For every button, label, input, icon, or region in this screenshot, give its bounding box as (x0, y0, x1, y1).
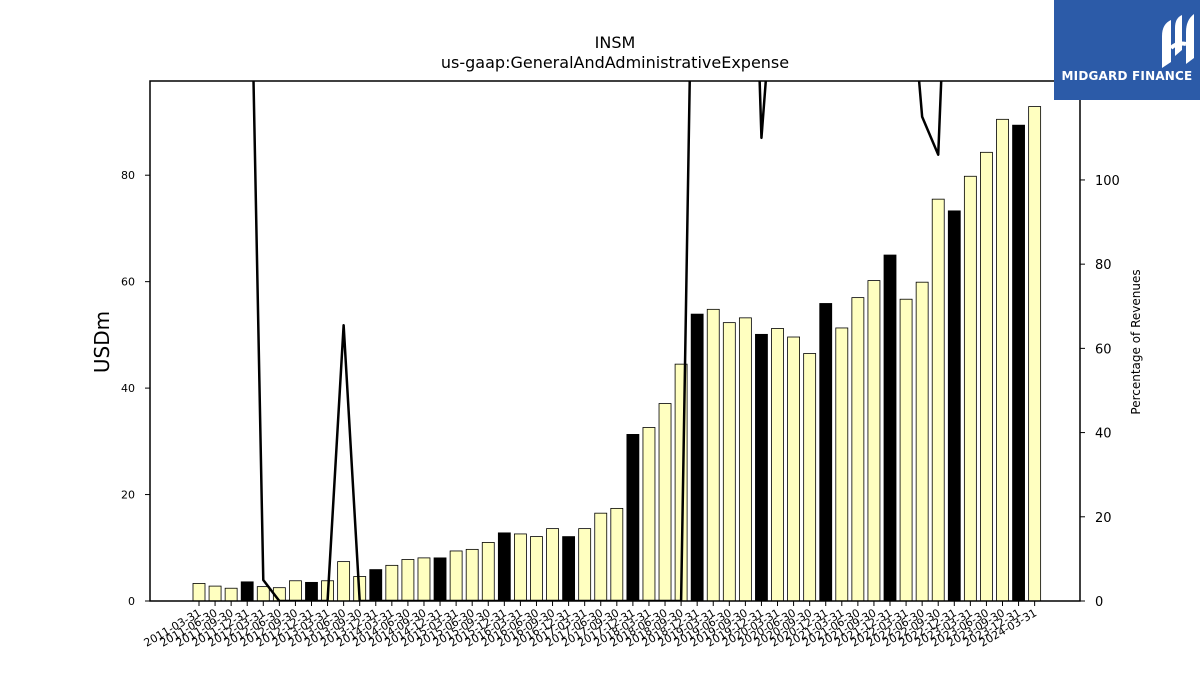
bar-2019-09-30 (738, 317, 752, 602)
ratio-line (252, 81, 943, 601)
bar-2022-09-30 (931, 198, 945, 602)
logo-text: MIDGARD FINANCE (1061, 69, 1193, 83)
bar-2011-06-30 (208, 585, 222, 602)
bar-2019-12-31 (755, 333, 768, 602)
y2-tick-label: 0 (1095, 595, 1103, 610)
bar-2017-12-31 (626, 434, 640, 602)
bar-2015-06-30 (465, 548, 479, 602)
bar-2014-03-31 (385, 564, 399, 602)
bar-2012-03-31 (256, 586, 270, 602)
plot-frame (149, 80, 1081, 602)
bars (192, 106, 1042, 602)
bar-2021-06-30 (851, 297, 865, 602)
bar-2014-09-30 (417, 557, 431, 602)
bar-2016-09-30 (546, 528, 559, 602)
y-tick-label: 60 (121, 276, 135, 289)
bar-2024-03-31 (1028, 106, 1042, 602)
bar-2011-09-30 (224, 587, 238, 602)
logo-mark-icon (1162, 14, 1194, 68)
bar-2015-09-30 (481, 542, 495, 602)
bar-2014-12-31 (433, 557, 447, 602)
bar-2023-03-31 (963, 175, 977, 602)
bar-2016-03-31 (514, 533, 527, 602)
bar-2019-06-30 (722, 322, 736, 602)
bar-2017-06-30 (594, 512, 608, 602)
midgard-finance-logo: MIDGARD FINANCE (1054, 0, 1200, 100)
y2-tick-label: 100 (1095, 174, 1120, 189)
chart-title: INSM (595, 33, 636, 52)
bar-2014-06-30 (401, 559, 415, 602)
bar-2013-06-30 (337, 561, 351, 602)
y-axis-label: USDm (90, 311, 114, 373)
ratio-line-layer (252, 81, 943, 601)
bar-2022-06-30 (915, 281, 929, 602)
x-axis: 2011-03-312011-06-302011-09-302011-12-31… (142, 601, 1039, 650)
bar-2023-12-31 (1012, 124, 1025, 602)
bar-2021-03-31 (835, 327, 849, 602)
y-tick-label: 20 (121, 489, 135, 502)
y2-tick-label: 40 (1095, 427, 1112, 442)
bar-2012-12-31 (305, 581, 318, 602)
bar-2016-06-30 (530, 536, 543, 602)
bar-2017-09-30 (610, 507, 624, 602)
bar-2020-09-30 (803, 353, 817, 602)
bar-2018-03-31 (642, 427, 656, 602)
bar-2021-09-30 (867, 280, 881, 602)
bar-2020-03-31 (771, 328, 784, 602)
y-axis: 0 20 40 60 80 (121, 169, 150, 608)
bar-2021-12-31 (883, 254, 897, 602)
bar-2022-03-31 (899, 298, 913, 602)
bar-2019-03-31 (706, 308, 720, 602)
bar-2015-03-31 (449, 550, 463, 602)
bar-2023-06-30 (980, 151, 993, 602)
bar-2018-06-30 (658, 403, 672, 602)
chart-subtitle: us-gaap:GeneralAndAdministrativeExpense (441, 53, 789, 72)
bar-2012-09-30 (289, 580, 302, 602)
y2-axis-label: Percentage of Revenues (1129, 269, 1143, 414)
y2-tick-label: 60 (1095, 342, 1112, 357)
y-tick-label: 0 (128, 595, 135, 608)
bar-2011-03-31 (192, 583, 206, 602)
bar-2016-12-31 (562, 536, 576, 602)
bar-2015-12-31 (497, 532, 511, 602)
y-tick-label: 80 (121, 169, 135, 182)
y2-tick-label: 20 (1095, 511, 1112, 526)
y2-tick-label: 80 (1095, 258, 1112, 273)
y2-axis: 0 20 40 60 80 100 (1080, 174, 1120, 610)
bar-2022-12-31 (947, 210, 961, 602)
bar-2020-06-30 (787, 336, 800, 602)
bar-2017-03-31 (578, 528, 592, 602)
bar-2011-12-31 (240, 581, 254, 602)
bar-2020-12-31 (819, 303, 833, 602)
y-tick-label: 40 (121, 382, 135, 395)
bar-2023-09-30 (996, 118, 1009, 602)
bar-2018-12-31 (690, 313, 704, 602)
bar-2013-12-31 (369, 569, 383, 602)
